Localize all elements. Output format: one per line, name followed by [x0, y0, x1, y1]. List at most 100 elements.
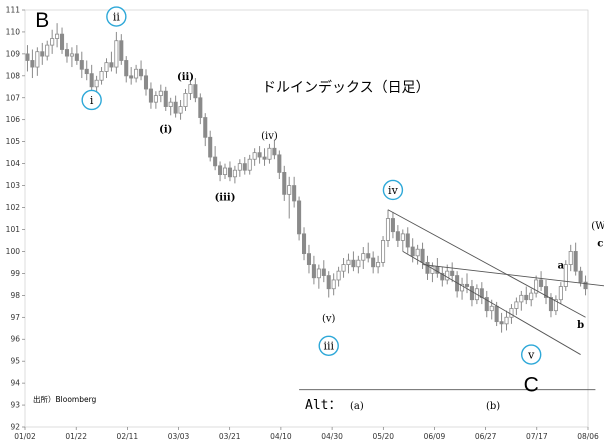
candle-body: [94, 79, 99, 88]
candle-body: [89, 73, 94, 88]
candle-body: [326, 275, 331, 290]
candle-body: [64, 49, 70, 57]
candle-body: [297, 200, 302, 235]
candle-body: [302, 233, 307, 255]
y-tick-label: 102: [6, 203, 21, 212]
candle-body: [55, 33, 60, 39]
candle-body: [84, 68, 89, 75]
y-tick-label: 105: [6, 137, 21, 146]
candle-body: [321, 268, 326, 276]
x-tick-label: 05/20: [372, 432, 394, 441]
candle-body: [282, 172, 287, 195]
trendline: [422, 264, 604, 287]
candle-body: [469, 286, 474, 301]
candle-body: [361, 253, 366, 261]
candle-body: [35, 51, 40, 68]
candle-body: [104, 62, 109, 72]
candle-body: [356, 259, 361, 268]
wave-circle-label: iv: [388, 184, 399, 197]
candle-body: [563, 264, 568, 287]
candle-body: [277, 154, 282, 173]
candle-body: [553, 299, 558, 312]
x-tick-label: 03/03: [168, 432, 190, 441]
candle-body: [385, 218, 391, 241]
trendline: [387, 209, 586, 318]
wave-circle: [382, 179, 404, 201]
candle-body: [415, 248, 420, 257]
candle-body: [114, 40, 119, 68]
candle-body: [109, 62, 114, 68]
trendline: [402, 251, 581, 355]
wave-circle: [81, 89, 102, 111]
candle-body: [568, 251, 573, 265]
candle-body: [153, 95, 158, 103]
candle-body: [376, 261, 381, 268]
y-tick-label: 107: [6, 93, 21, 102]
candle-body: [306, 253, 311, 265]
candle-body: [173, 101, 178, 114]
candle-body: [331, 279, 336, 290]
y-tick-label: 108: [6, 71, 21, 80]
candle-body: [60, 33, 65, 50]
candle-body: [346, 259, 351, 265]
wave-circle-label: ii: [113, 10, 121, 23]
candle-body: [543, 286, 549, 298]
y-tick-label: 93: [10, 401, 20, 410]
candle-body: [168, 101, 173, 107]
candle-body: [129, 75, 134, 79]
candle-body: [79, 60, 84, 70]
wave-label: (i): [159, 125, 172, 136]
alt-a-label: (a): [350, 401, 364, 412]
candle-body: [583, 281, 588, 290]
y-tick-label: 95: [10, 357, 20, 366]
wave-circle-label: i: [90, 94, 94, 107]
alt-label: Alt：: [305, 398, 341, 413]
candle-body: [124, 60, 129, 77]
wave-circle: [521, 344, 542, 365]
axes: 92 93 94 95 96 97 98 99 100 101 102 103 104 105 106 107…: [6, 6, 599, 442]
candle-body: [242, 163, 247, 171]
x-tick-label: 03/21: [219, 432, 241, 441]
candle-body: [257, 152, 262, 158]
x-tick-label: 06/27: [475, 432, 497, 441]
candle-body: [489, 305, 494, 312]
y-tick-label: 110: [6, 27, 21, 36]
wave-label: (iii): [215, 193, 236, 204]
candle-body: [410, 246, 415, 257]
candle-body: [148, 88, 153, 103]
wave-label: c: [597, 239, 603, 250]
wave-label: b: [577, 320, 584, 331]
candle-body: [267, 147, 272, 160]
candle-body: [222, 167, 228, 176]
candle-body: [578, 270, 583, 283]
candle-body: [311, 264, 316, 279]
x-tick-label: 02/11: [117, 432, 139, 441]
y-tick-label: 103: [6, 181, 21, 190]
y-tick-label: 94: [10, 379, 20, 388]
y-tick-label: 98: [10, 291, 20, 300]
candle-body: [163, 90, 168, 107]
candle-body: [573, 251, 578, 272]
candle-body: [134, 68, 139, 79]
candle-body: [40, 51, 45, 57]
candle-body: [390, 218, 395, 233]
candle-body: [198, 97, 203, 118]
x-tick-label: 01/02: [14, 432, 36, 441]
wave-label: C: [524, 373, 539, 396]
candle-body: [371, 257, 376, 268]
candle-body: [45, 44, 50, 57]
candle-body: [558, 286, 563, 301]
candle-body: [188, 84, 193, 94]
y-tick-label: 100: [6, 247, 21, 256]
candle-body: [237, 163, 242, 171]
candle-body: [494, 305, 499, 323]
wave-label: (iv): [261, 131, 278, 142]
candle-body: [400, 233, 405, 241]
candle-body: [336, 270, 341, 281]
candle-body: [227, 167, 232, 178]
candle-body: [524, 294, 529, 301]
chart-title: ドルインデックス（日足）: [262, 79, 430, 96]
